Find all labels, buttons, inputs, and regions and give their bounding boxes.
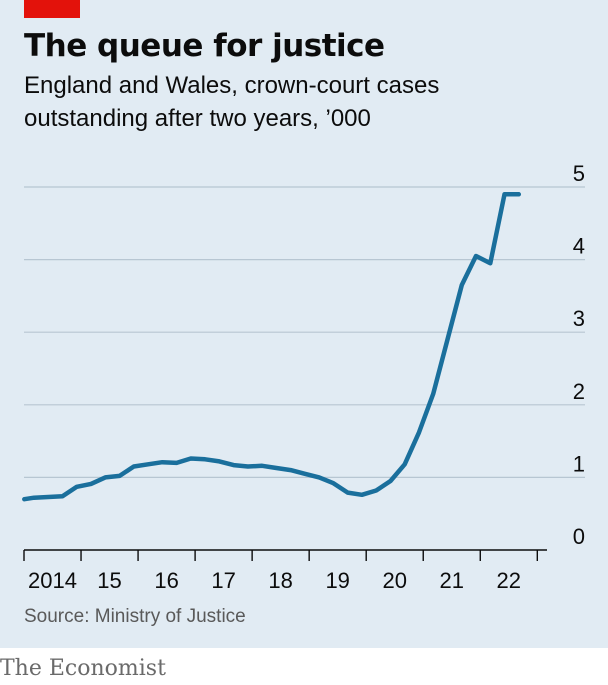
x-tick-label: 15 bbox=[97, 568, 121, 593]
y-tick-label: 0 bbox=[573, 524, 585, 549]
chart-title: The queue for justice bbox=[24, 28, 385, 64]
y-tick-label: 5 bbox=[573, 161, 585, 186]
x-tick-label: 18 bbox=[268, 568, 292, 593]
x-tick-label: 22 bbox=[497, 568, 521, 593]
x-tick-label: 17 bbox=[211, 568, 235, 593]
x-tick-label: 2014 bbox=[28, 568, 77, 593]
chart-panel bbox=[0, 0, 608, 648]
x-tick-label: 16 bbox=[154, 568, 178, 593]
y-tick-label: 2 bbox=[573, 379, 585, 404]
x-tick-label: 21 bbox=[440, 568, 464, 593]
y-tick-label: 3 bbox=[573, 306, 585, 331]
y-tick-label: 1 bbox=[573, 451, 585, 476]
x-tick-label: 20 bbox=[382, 568, 406, 593]
y-tick-label: 4 bbox=[573, 234, 585, 259]
series-line-0 bbox=[22, 192, 522, 502]
chart-subtitle-line-1: England and Wales, crown-court cases bbox=[24, 72, 440, 99]
line-chart: 0 1 2 3 4 5 2014 15 16 17 18 19 20 21 22 bbox=[22, 161, 585, 593]
x-tick-label: 19 bbox=[325, 568, 349, 593]
publisher-logo-text: The Economist bbox=[0, 656, 166, 681]
brand-red-tag bbox=[24, 0, 80, 18]
source-note: Source: Ministry of Justice bbox=[24, 606, 246, 627]
chart-subtitle-line-2: outstanding after two years, ’000 bbox=[24, 105, 371, 132]
